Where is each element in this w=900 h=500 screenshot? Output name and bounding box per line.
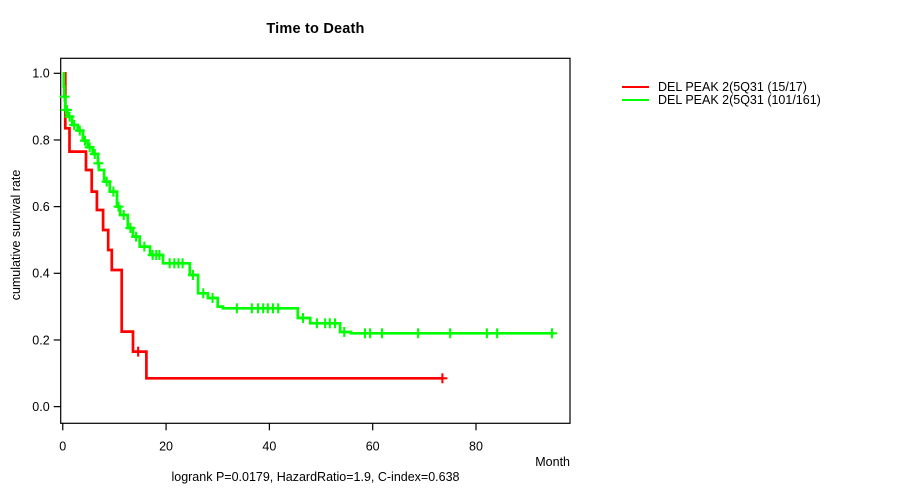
x-tick-label: 80 (469, 439, 483, 453)
legend: DEL PEAK 2(5Q31 (15/17) DEL PEAK 2(5Q31 … (622, 79, 821, 107)
legend-line-red-icon (622, 85, 649, 88)
y-tick-label: 1.0 (32, 67, 49, 81)
x-tick-label: 20 (159, 439, 173, 453)
survival-curve-group-101-161 (62, 71, 552, 335)
legend-label: DEL PEAK 2(5Q31 (15/17) (658, 79, 807, 94)
x-tick-label: 40 (262, 439, 276, 453)
censor-marks-group-15-17 (133, 346, 448, 384)
y-tick-label: 0.8 (32, 133, 49, 147)
legend-line-green-icon (622, 98, 649, 101)
y-tick-label: 0.6 (32, 200, 49, 214)
legend-item: DEL PEAK 2(5Q31 (15/17) (622, 79, 821, 94)
x-tick-label: 60 (366, 439, 380, 453)
x-axis-title: Month (535, 455, 570, 469)
plot-box (60, 57, 571, 424)
legend-item: DEL PEAK 2(5Q31 (101/161) (622, 92, 821, 107)
y-tick-label: 0.0 (32, 400, 49, 414)
y-tick-label: 0.2 (32, 333, 49, 347)
x-tick-label: 0 (59, 439, 66, 453)
stats-footer: logrank P=0.0179, HazardRatio=1.9, C-ind… (171, 470, 460, 484)
legend-label: DEL PEAK 2(5Q31 (101/161) (658, 92, 821, 107)
survival-curve-group-15-17 (62, 71, 443, 380)
y-axis-title: cumulative survival rate (9, 169, 23, 301)
censor-marks-group-101-161 (59, 91, 557, 339)
chart-title: Time to Death (266, 21, 365, 37)
y-tick-label: 0.4 (32, 267, 49, 281)
